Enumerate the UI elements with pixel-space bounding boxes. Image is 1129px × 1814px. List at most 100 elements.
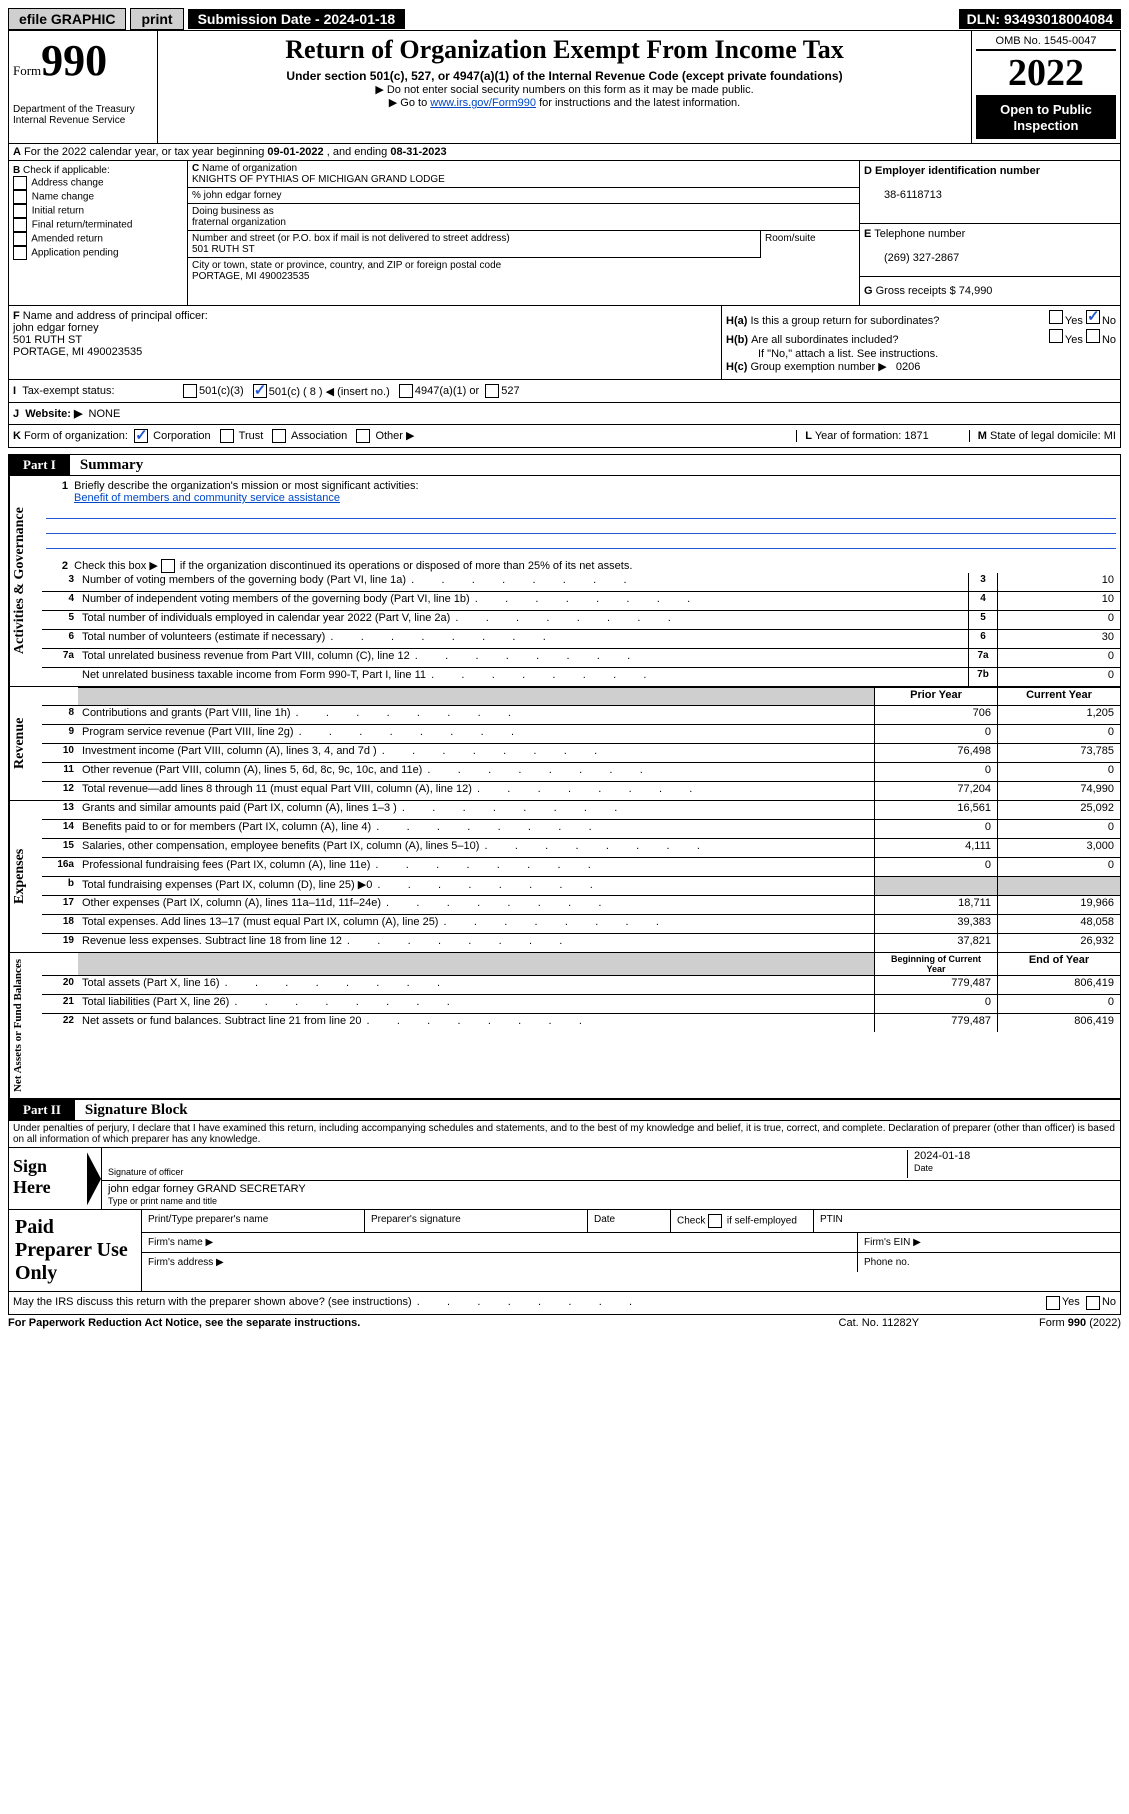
sig-date-lbl: Date: [914, 1163, 933, 1173]
ha-yes[interactable]: [1049, 310, 1063, 324]
opt-final: Final return/terminated: [32, 220, 133, 231]
opt-amended: Amended return: [31, 234, 103, 245]
chk-selfemp[interactable]: [708, 1214, 722, 1228]
table-row: 17Other expenses (Part IX, column (A), l…: [42, 896, 1120, 915]
table-row: 13Grants and similar amounts paid (Part …: [42, 801, 1120, 820]
a-pre: For the 2022 calendar year, or tax year …: [24, 146, 267, 158]
chk-amended[interactable]: [13, 232, 27, 246]
table-row: 3Number of voting members of the governi…: [42, 573, 1120, 592]
tax-year: 2022: [976, 50, 1116, 96]
sig-officer-lbl: Signature of officer: [108, 1167, 183, 1177]
chk-pending[interactable]: [13, 246, 27, 260]
chk-501c3[interactable]: [183, 384, 197, 398]
firm-addr-lbl: Firm's address ▶: [142, 1253, 858, 1272]
section-netassets: Net Assets or Fund Balances Beginning of…: [8, 953, 1121, 1099]
paid-preparer-block: Paid Preparer Use Only Print/Type prepar…: [8, 1210, 1121, 1292]
chk-527[interactable]: [485, 384, 499, 398]
a-begin: 09-01-2022: [267, 146, 323, 158]
chk-initial[interactable]: [13, 204, 27, 218]
table-row: 15Salaries, other compensation, employee…: [42, 839, 1120, 858]
hb-no[interactable]: [1086, 329, 1100, 343]
table-row: 12Total revenue—add lines 8 through 11 (…: [42, 782, 1120, 800]
ptin-lbl: PTIN: [814, 1210, 1120, 1232]
declaration: Under penalties of perjury, I declare th…: [8, 1121, 1121, 1148]
print-button[interactable]: print: [130, 8, 183, 30]
sign-block: Sign Here Signature of officer 2024-01-1…: [8, 1148, 1121, 1210]
ha-lbl: Is this a group return for subordinates?: [750, 315, 1048, 327]
footer-catno: Cat. No. 11282Y: [839, 1317, 920, 1329]
k-lbl: Form of organization:: [24, 430, 128, 442]
table-row: 16aProfessional fundraising fees (Part I…: [42, 858, 1120, 877]
chk-discontinued[interactable]: [161, 559, 175, 573]
hc-lbl: Group exemption number ▶: [750, 360, 886, 373]
efile-label: efile GRAPHIC: [8, 8, 126, 30]
table-row: Net unrelated business taxable income fr…: [42, 668, 1120, 686]
form-number: 990: [41, 36, 107, 85]
i-o3: 4947(a)(1) or: [415, 385, 479, 397]
table-row: 14Benefits paid to or for members (Part …: [42, 820, 1120, 839]
city-val: PORTAGE, MI 490023535: [192, 271, 309, 282]
a-mid: , and ending: [327, 146, 391, 158]
i-o1: 501(c)(3): [199, 385, 244, 397]
city-lbl: City or town, state or province, country…: [192, 260, 501, 271]
i-o4: 527: [501, 385, 519, 397]
form-title: Return of Organization Exempt From Incom…: [162, 35, 967, 65]
chk-4947[interactable]: [399, 384, 413, 398]
k-o3: Association: [291, 430, 347, 442]
block-fh: F Name and address of principal officer:…: [8, 306, 1121, 380]
chk-address-change[interactable]: [13, 176, 27, 190]
hb-no-lbl: No: [1102, 334, 1116, 346]
form-header: Form990 Department of the Treasury Inter…: [8, 30, 1121, 144]
hb-yes[interactable]: [1049, 329, 1063, 343]
j-lbl: Website: ▶: [25, 407, 82, 420]
website-val: NONE: [89, 408, 121, 420]
discuss-row: May the IRS discuss this return with the…: [8, 1292, 1121, 1315]
ha-no[interactable]: [1086, 310, 1100, 324]
table-row: 8Contributions and grants (Part VIII, li…: [42, 706, 1120, 725]
k-o4: Other ▶: [375, 430, 414, 442]
chk-other[interactable]: [356, 429, 370, 443]
hb-note: If "No," attach a list. See instructions…: [726, 348, 1116, 360]
chk-name-change[interactable]: [13, 190, 27, 204]
street-val: 501 RUTH ST: [192, 244, 255, 255]
ha-no-lbl: No: [1102, 315, 1116, 327]
part2-title: Signature Block: [75, 1102, 188, 1119]
table-row: 20Total assets (Part X, line 16)779,4878…: [42, 976, 1120, 995]
mission-text[interactable]: Benefit of members and community service…: [74, 492, 340, 504]
table-row: 10Investment income (Part VIII, column (…: [42, 744, 1120, 763]
table-row: bTotal fundraising expenses (Part IX, co…: [42, 877, 1120, 896]
omb-number: OMB No. 1545-0047: [976, 35, 1116, 50]
ha-yes-lbl: Yes: [1065, 315, 1083, 327]
discuss-no[interactable]: [1086, 1296, 1100, 1310]
l2-text: Check this box ▶ if the organization dis…: [74, 560, 632, 572]
discuss-yes[interactable]: [1046, 1296, 1060, 1310]
chk-501c[interactable]: [253, 384, 267, 398]
m-lbl: State of legal domicile:: [990, 430, 1101, 442]
sig-name: john edgar forney GRAND SECRETARY: [108, 1183, 306, 1195]
hdr-begin: Beginning of Current Year: [874, 953, 997, 975]
prep-name-lbl: Print/Type preparer's name: [142, 1210, 365, 1232]
firm-phone-lbl: Phone no.: [858, 1253, 1120, 1272]
table-row: 21Total liabilities (Part X, line 26)00: [42, 995, 1120, 1014]
m-val: MI: [1104, 430, 1116, 442]
care-of: % john edgar forney: [192, 190, 282, 201]
part1-tag: Part I: [9, 455, 70, 475]
l-val: 1871: [904, 430, 928, 442]
part1-title: Summary: [70, 457, 143, 474]
prep-sig-lbl: Preparer's signature: [365, 1210, 588, 1232]
officer-lbl: Name and address of principal officer:: [23, 310, 208, 322]
irs-link[interactable]: www.irs.gov/Form990: [430, 97, 536, 109]
topbar: efile GRAPHIC print Submission Date - 20…: [8, 8, 1121, 30]
footer: For Paperwork Reduction Act Notice, see …: [8, 1317, 1121, 1329]
sign-arrow-icon: [87, 1152, 101, 1205]
chk-trust[interactable]: [220, 429, 234, 443]
chk-corp[interactable]: [134, 429, 148, 443]
sig-name-lbl: Type or print name and title: [108, 1196, 217, 1206]
chk-assoc[interactable]: [272, 429, 286, 443]
discuss-q: May the IRS discuss this return with the…: [13, 1296, 412, 1308]
officer-street: 501 RUTH ST: [13, 334, 82, 346]
section-expenses: Expenses 13Grants and similar amounts pa…: [8, 801, 1121, 953]
chk-final[interactable]: [13, 218, 27, 232]
side-ag: Activities & Governance: [9, 476, 42, 686]
table-row: 6Total number of volunteers (estimate if…: [42, 630, 1120, 649]
